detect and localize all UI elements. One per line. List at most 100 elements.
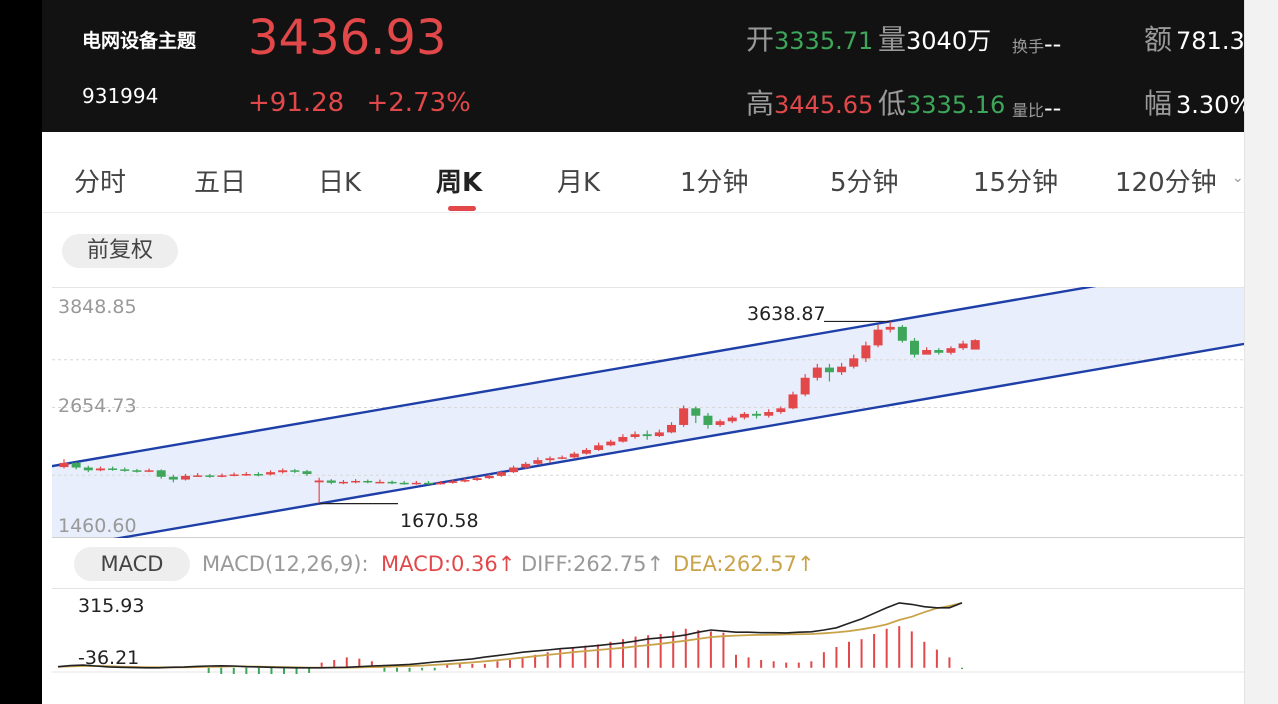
- macd-histogram-bar: [697, 630, 700, 668]
- tab-five-day[interactable]: 五日: [194, 168, 247, 198]
- chevron-down-icon[interactable]: ⌄: [1232, 170, 1244, 186]
- candle-body: [533, 460, 543, 464]
- candle-body: [217, 475, 227, 477]
- candle-body: [594, 445, 604, 450]
- open-label: 开: [746, 23, 775, 56]
- macd-histogram-bar: [571, 646, 574, 668]
- macd-histogram-bar: [810, 661, 813, 668]
- high-value: 3445.65: [774, 91, 874, 119]
- macd-histogram-bar: [245, 667, 248, 674]
- macd-histogram-bar: [659, 633, 662, 668]
- candle: [557, 455, 567, 460]
- volume-label: 量: [878, 23, 907, 56]
- macd-histogram-bar: [207, 667, 210, 673]
- volume-stat: 量3040万: [878, 18, 991, 58]
- amplitude-value: 3.30%: [1176, 91, 1244, 119]
- macd-histogram-bar: [835, 646, 838, 668]
- macd-histogram-bar: [370, 661, 373, 668]
- candle-body: [545, 458, 555, 461]
- macd-chart[interactable]: [52, 588, 1244, 674]
- macd-histogram-bar: [910, 631, 913, 668]
- tab-15min[interactable]: 15分钟: [973, 168, 1059, 198]
- adjust-button[interactable]: 前复权: [62, 234, 178, 268]
- candle: [922, 347, 932, 355]
- macd-histogram-bar: [873, 633, 876, 668]
- candle-body: [266, 472, 276, 475]
- index-code: 931994: [82, 84, 159, 108]
- candle: [667, 422, 676, 434]
- macd-histogram-bar: [596, 644, 599, 668]
- candle-body: [205, 475, 215, 477]
- candle-body: [132, 470, 142, 472]
- macd-histogram-bar: [433, 667, 436, 671]
- low-annotation: 1670.58: [400, 510, 479, 532]
- candle: [849, 354, 859, 369]
- candle-body: [849, 358, 859, 367]
- high-annotation: 3638.87: [747, 303, 826, 325]
- candle-body: [484, 475, 494, 479]
- macd-histogram-bar: [320, 662, 323, 668]
- candle: [338, 480, 348, 485]
- candle: [314, 477, 324, 504]
- tab-1min[interactable]: 1分钟: [680, 168, 749, 198]
- macd-histogram-bar: [220, 667, 223, 674]
- candle-body: [897, 326, 907, 341]
- candle-body: [193, 475, 203, 477]
- quote-header: 电网设备主题 931994 3436.93 +91.28 +2.73% 开333…: [42, 0, 1244, 132]
- candle: [278, 468, 288, 474]
- tab-5min[interactable]: 5分钟: [830, 168, 899, 198]
- candle: [411, 480, 421, 485]
- tab-weekly-k[interactable]: 周K: [436, 168, 483, 198]
- candle-body: [108, 468, 118, 470]
- candle: [727, 415, 737, 424]
- candle-body: [229, 474, 239, 476]
- macd-histogram-bar: [345, 657, 348, 668]
- candle: [193, 473, 203, 477]
- kline-svg: [52, 287, 1244, 538]
- macd-histogram-bar: [546, 652, 549, 668]
- macd-histogram-bar: [923, 641, 926, 668]
- candle: [496, 470, 506, 477]
- tab-120min[interactable]: 120分钟: [1115, 168, 1217, 198]
- candle: [654, 429, 664, 437]
- candle-body: [521, 463, 531, 468]
- macd-histogram-bar: [722, 632, 725, 668]
- diff-value: DIFF:262.75↑: [521, 552, 665, 576]
- turnover-label: 换手: [1012, 37, 1045, 56]
- low-value: 3335.16: [906, 91, 1006, 119]
- candle: [776, 406, 786, 414]
- candle-body: [776, 408, 786, 413]
- candle-body: [387, 481, 397, 484]
- candle: [375, 479, 385, 484]
- macd-histogram-bar: [848, 641, 850, 668]
- candle: [533, 457, 543, 465]
- open-stat: 开3335.71: [746, 18, 873, 58]
- candle: [156, 469, 166, 479]
- candle-body: [946, 348, 956, 353]
- candle-body: [83, 467, 93, 471]
- macd-params: MACD(12,26,9):: [202, 552, 369, 576]
- tab-monthly-k[interactable]: 月K: [557, 168, 601, 198]
- candle: [910, 337, 919, 358]
- macd-histogram-bar: [948, 657, 951, 668]
- macd-histogram-bar: [772, 661, 775, 668]
- candle-body: [703, 415, 713, 425]
- candle: [873, 325, 883, 348]
- tab-intraday[interactable]: 分时: [74, 168, 127, 198]
- candle: [679, 405, 689, 427]
- candle-body: [569, 453, 579, 458]
- low-stat: 低3335.16: [878, 82, 1005, 122]
- tab-daily-k[interactable]: 日K: [318, 168, 362, 198]
- period-tabs: 分时 五日 日K 周K 月K 1分钟 5分钟 15分钟 120分钟 ⌄: [42, 146, 1244, 213]
- candle: [606, 439, 616, 447]
- macd-histogram-bar: [509, 659, 511, 668]
- macd-histogram-bar: [446, 663, 449, 668]
- candle: [630, 431, 640, 439]
- candle: [642, 430, 652, 440]
- active-tab-indicator: [448, 206, 476, 211]
- macd-histogram-bar: [684, 628, 687, 668]
- candle: [618, 434, 628, 443]
- macd-button[interactable]: MACD: [74, 547, 190, 581]
- kline-chart[interactable]: [52, 287, 1244, 538]
- candle-body: [278, 470, 288, 473]
